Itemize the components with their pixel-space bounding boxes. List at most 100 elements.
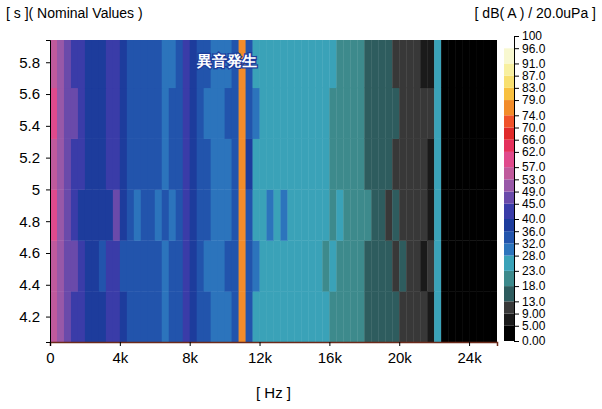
heatmap-cell (378, 240, 385, 291)
heatmap-cell (315, 240, 322, 291)
heatmap-cell (64, 189, 71, 240)
tick: 66.0 (514, 133, 546, 147)
heatmap-cell (427, 240, 434, 291)
heatmap-cell (315, 40, 322, 88)
tick-mark (514, 256, 519, 257)
tick-mark (514, 36, 519, 37)
heatmap-cell (260, 40, 267, 88)
heatmap-cell (274, 240, 281, 291)
heatmap-cell (301, 40, 308, 88)
heatmap-cell (406, 291, 413, 342)
heatmap-cell (350, 291, 357, 342)
tick: 36.0 (514, 225, 546, 239)
heatmap-cells (50, 40, 497, 342)
heatmap-cell (246, 291, 253, 342)
heatmap-cell (197, 139, 204, 190)
heatmap-cell (420, 88, 427, 139)
heatmap-cell (455, 189, 462, 240)
tick: 40.0 (514, 212, 546, 226)
colorbar-band (504, 219, 514, 231)
heatmap-cell (225, 189, 232, 240)
tick-mark (514, 63, 519, 64)
tick-mark (399, 342, 400, 346)
heatmap-cell (385, 240, 392, 291)
tick-mark (329, 342, 330, 346)
tick-mark (46, 158, 50, 159)
heatmap-cell (294, 88, 301, 139)
heatmap-cell (315, 139, 322, 190)
tick: 74.0 (514, 109, 546, 123)
colorbar-band (504, 115, 514, 127)
heatmap-cell (448, 88, 455, 139)
tick: 12k (248, 342, 273, 366)
heatmap-cell (399, 291, 406, 342)
heatmap-cell (169, 139, 176, 190)
heatmap-cell (441, 40, 448, 88)
heatmap-cell (294, 189, 301, 240)
heatmap-cell (308, 40, 315, 88)
heatmap-cell (462, 240, 469, 291)
tick: 0.00 (514, 334, 546, 348)
heatmap-cell (329, 240, 336, 291)
tick-label: 0.00 (522, 334, 546, 348)
colorbar-band (504, 326, 514, 341)
heatmap-cell (392, 189, 399, 240)
heatmap-cell (113, 139, 120, 190)
colorbar-band (504, 179, 514, 191)
heatmap-cell (64, 240, 71, 291)
tick-mark (46, 221, 50, 222)
heatmap-cell (232, 240, 239, 291)
heatmap-cell (120, 189, 127, 240)
heatmap-cell (280, 88, 287, 139)
heatmap-cell (253, 189, 260, 240)
tick-label: 62.0 (522, 145, 546, 159)
heatmap-cell (371, 189, 378, 240)
heatmap-cell (85, 40, 92, 88)
tick-label: 12k (248, 349, 273, 366)
tick-mark (514, 341, 519, 342)
heatmap-cell (336, 40, 343, 88)
tick-mark (46, 317, 50, 318)
heatmap-cell (127, 40, 134, 88)
heatmap-cell (57, 291, 64, 342)
heatmap-cell (106, 40, 113, 88)
heatmap-cell (350, 40, 357, 88)
heatmap-cell (57, 40, 64, 88)
heatmap-cell (71, 291, 78, 342)
heatmap-cell (406, 240, 413, 291)
heatmap-cell (113, 291, 120, 342)
heatmap-cell (169, 240, 176, 291)
heatmap-cell (329, 88, 336, 139)
heatmap-cell (218, 139, 225, 190)
heatmap-cell (294, 139, 301, 190)
tick: 100 (514, 29, 542, 43)
heatmap-cell (315, 291, 322, 342)
tick: 5.8 (19, 54, 50, 71)
heatmap-cell (434, 291, 441, 342)
heatmap-cell (336, 88, 343, 139)
heatmap-cell (385, 189, 392, 240)
heatmap-cell (148, 88, 155, 139)
heatmap-cell (134, 189, 141, 240)
heatmap-cell (476, 240, 483, 291)
tick: 9.00 (514, 307, 546, 321)
tick-label: 5 (32, 181, 40, 198)
heatmap-cell (371, 240, 378, 291)
tick-label: 5.8 (19, 54, 40, 71)
heatmap-cell (204, 88, 211, 139)
heatmap-cell (469, 240, 476, 291)
heatmap-cell (92, 291, 99, 342)
heatmap-cell (71, 40, 78, 88)
heatmap-cell (448, 240, 455, 291)
heatmap-cell (441, 139, 448, 190)
heatmap-cell (106, 189, 113, 240)
heatmap-cell (476, 291, 483, 342)
heatmap-cell (204, 240, 211, 291)
heatmap-cell (232, 88, 239, 139)
heatmap-cell (141, 88, 148, 139)
heatmap-cell (322, 88, 329, 139)
heatmap-cell (392, 139, 399, 190)
tick-label: 32.0 (522, 237, 546, 251)
heatmap-cell (99, 189, 106, 240)
heatmap-cell (57, 189, 64, 240)
